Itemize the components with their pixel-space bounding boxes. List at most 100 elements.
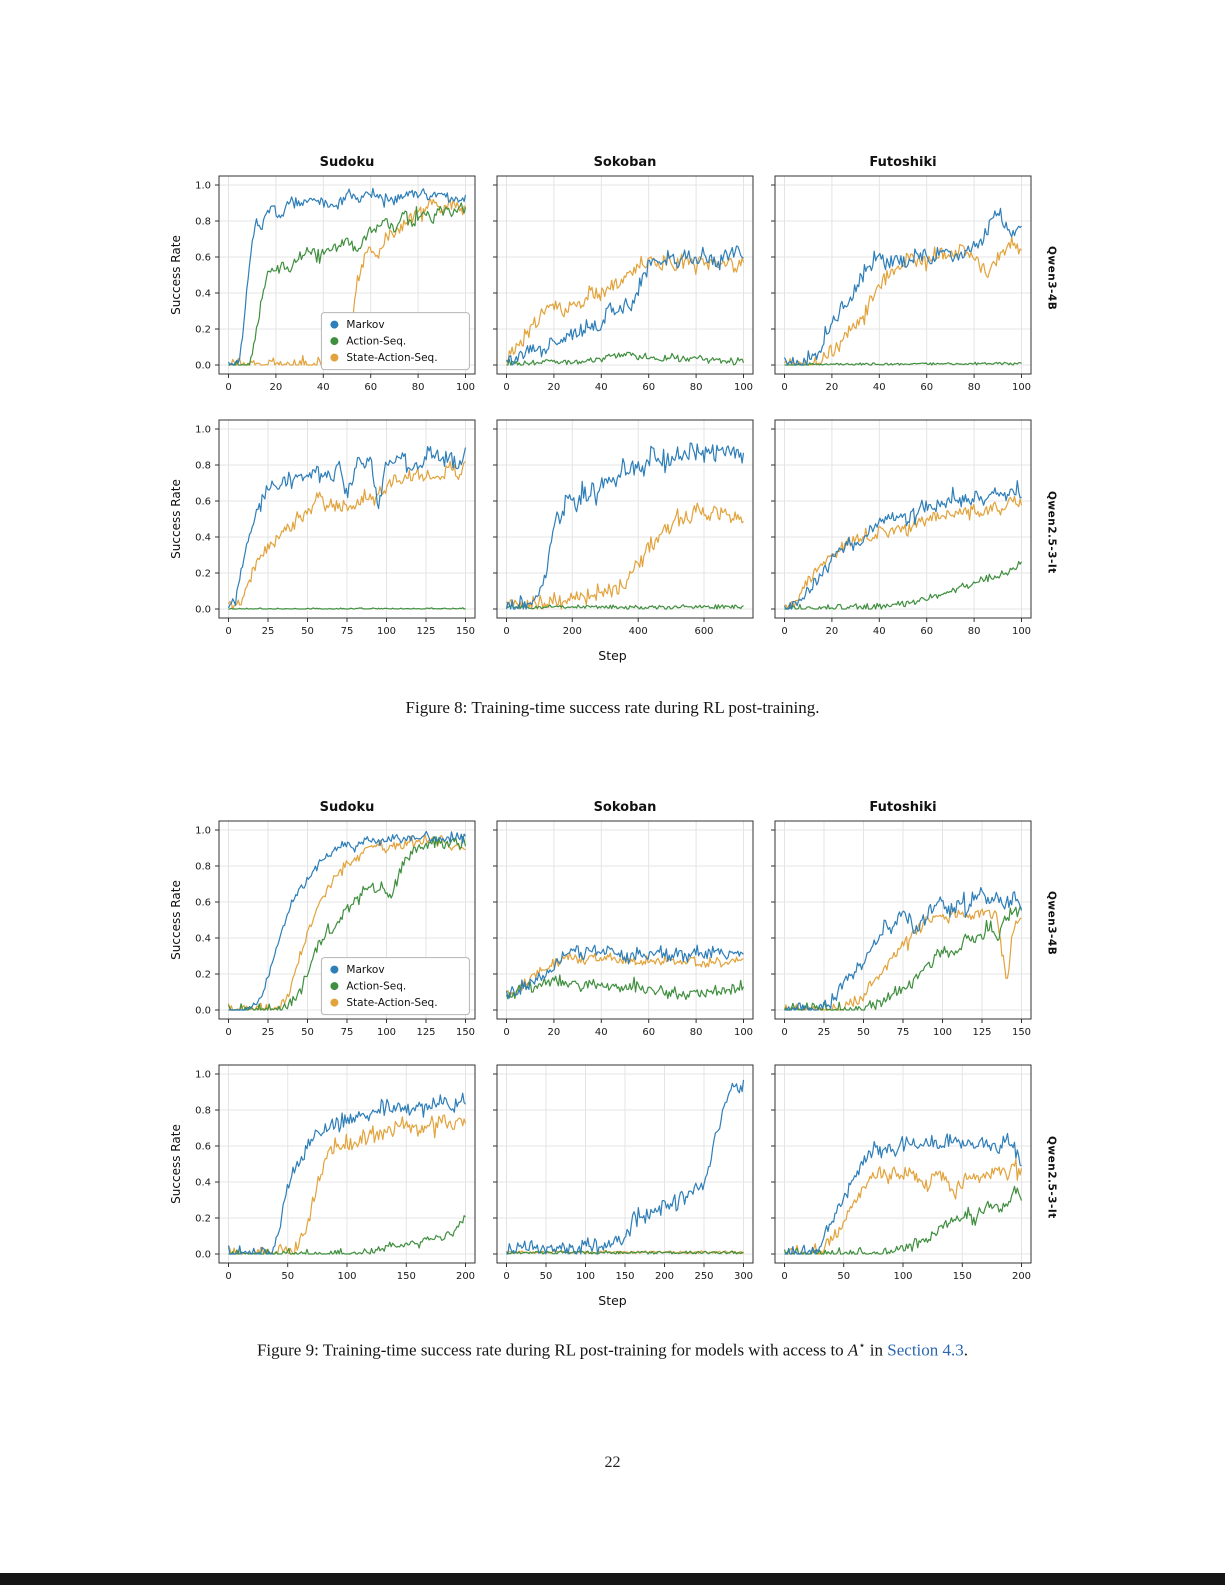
figure-9-caption-prefix: Figure 9: Training-time success rate dur… xyxy=(256,1340,848,1360)
figure-9-caption-suffix: . xyxy=(963,1340,969,1360)
plot-border xyxy=(496,175,753,375)
x-tick-label: 200 xyxy=(1011,1271,1030,1282)
legend-label-markov: Markov xyxy=(346,319,384,331)
x-tick-label: 200 xyxy=(562,626,581,637)
series-action_seq xyxy=(506,351,744,366)
x-tick-label: 40 xyxy=(594,1027,607,1038)
series-action_seq xyxy=(228,1215,466,1255)
legend-label-state_action_seq: State-Action-Seq. xyxy=(346,352,437,364)
y-tick-label: 0.2 xyxy=(195,1214,211,1225)
x-tick-label: 40 xyxy=(316,382,329,393)
figure-9-caption-mid: in xyxy=(865,1340,888,1360)
x-tick-label: 150 xyxy=(615,1271,634,1282)
x-tick-label: 0 xyxy=(781,1271,787,1282)
series-markov xyxy=(505,442,744,610)
y-tick-label: 0.4 xyxy=(195,1178,211,1189)
y-tick-label: 0.4 xyxy=(195,934,211,945)
figure-8-caption-text: Figure 8: Training-time success rate dur… xyxy=(405,698,820,717)
math-star-superscript: ⋆ xyxy=(858,1339,866,1353)
x-tick-label: 0 xyxy=(503,382,509,393)
legend-marker-state_action_seq xyxy=(329,998,338,1007)
y-tick-label: 0.0 xyxy=(195,605,211,616)
x-tick-label: 0 xyxy=(503,1027,509,1038)
series-state_action_seq xyxy=(783,908,1022,1011)
x-tick-label: 0 xyxy=(225,626,231,637)
x-tick-label: 0 xyxy=(503,1271,509,1282)
row-label-qwen3-4b: Qwen3-4B xyxy=(1045,245,1058,311)
y-tick-label: 1.0 xyxy=(195,181,211,192)
x-tick-label: 300 xyxy=(733,1271,752,1282)
x-tick-label: 60 xyxy=(642,382,655,393)
series-markov xyxy=(227,1092,466,1255)
legend-marker-action_seq xyxy=(329,337,338,346)
x-tick-label: 125 xyxy=(416,1027,435,1038)
x-tick-label: 25 xyxy=(261,1027,274,1038)
series-state_action_seq xyxy=(227,460,466,610)
series-action_seq xyxy=(228,202,466,366)
subplot-title: Sokoban xyxy=(593,800,656,815)
subplot-sokoban-qwen2-5-3-it: 0 50 100 150 200 250 300 xyxy=(492,1064,753,1282)
subplot-title: Sudoku xyxy=(319,800,374,815)
x-tick-label: 0 xyxy=(781,1027,787,1038)
figure-row: 0 25 50 75 100 125 150 0.0 0.2 0.4 0.6 0.8 1.0 Sudoku… xyxy=(163,791,1063,1055)
x-tick-label: 60 xyxy=(642,1027,655,1038)
subplot-title: Futoshiki xyxy=(869,155,936,170)
x-tick-label: 20 xyxy=(825,626,838,637)
legend: Markov Action-Seq. State-Action-Seq. xyxy=(320,957,470,1016)
x-tick-label: 40 xyxy=(872,382,885,393)
x-tick-label: 100 xyxy=(1011,382,1030,393)
legend-label-markov: Markov xyxy=(346,964,384,976)
x-tick-label: 150 xyxy=(455,626,474,637)
legend-label-state_action_seq: State-Action-Seq. xyxy=(346,997,437,1009)
x-tick-label: 250 xyxy=(694,1271,713,1282)
y-tick-label: 0.8 xyxy=(195,461,211,472)
x-tick-label: 150 xyxy=(1011,1027,1030,1038)
figure-8-x-axis-label: Step xyxy=(598,648,627,663)
math-a-symbol: A xyxy=(847,1340,859,1360)
x-tick-label: 600 xyxy=(694,626,713,637)
legend-marker-action_seq xyxy=(329,982,338,991)
y-tick-label: 0.0 xyxy=(195,1250,211,1261)
series-state_action_seq xyxy=(783,1158,1022,1255)
row-label-qwen2-5-3-it: Qwen2.5-3-It xyxy=(1045,1135,1058,1219)
x-tick-label: 100 xyxy=(932,1027,951,1038)
legend: Markov Action-Seq. State-Action-Seq. xyxy=(320,312,470,371)
x-tick-label: 60 xyxy=(920,382,933,393)
series-state_action_seq xyxy=(783,236,1022,366)
x-tick-label: 100 xyxy=(376,1027,395,1038)
series-action_seq xyxy=(505,604,744,610)
series-action_seq xyxy=(784,560,1022,610)
y-tick-label: 1.0 xyxy=(195,425,211,436)
x-tick-label: 150 xyxy=(396,1271,415,1282)
series-markov xyxy=(784,1132,1022,1255)
series-markov xyxy=(227,187,466,366)
x-tick-label: 80 xyxy=(411,382,424,393)
y-tick-label: 0.8 xyxy=(195,1106,211,1117)
subplot-futoshiki-qwen3-4b: 0 25 50 75 100 125 150 Futoshiki xyxy=(770,800,1031,1038)
x-tick-label: 100 xyxy=(733,382,752,393)
series-action_seq xyxy=(783,1185,1022,1255)
y-tick-label: 0.8 xyxy=(195,862,211,873)
subplot-title: Sokoban xyxy=(593,155,656,170)
y-tick-label: 0.8 xyxy=(195,217,211,228)
x-tick-label: 20 xyxy=(269,382,282,393)
x-tick-label: 100 xyxy=(455,382,474,393)
series-action_seq xyxy=(227,836,466,1011)
x-tick-label: 75 xyxy=(340,1027,353,1038)
series-markov xyxy=(505,944,744,999)
x-tick-label: 80 xyxy=(967,382,980,393)
y-axis-label: Success Rate xyxy=(169,479,183,559)
section-4-3-link[interactable]: Section 4.3 xyxy=(887,1340,964,1360)
y-tick-label: 0.2 xyxy=(195,325,211,336)
x-tick-label: 50 xyxy=(301,626,314,637)
plot-border xyxy=(774,175,1031,375)
legend-marker-markov xyxy=(329,965,338,974)
y-axis-label: Success Rate xyxy=(169,1124,183,1204)
y-tick-label: 0.6 xyxy=(195,497,211,508)
y-tick-label: 0.4 xyxy=(195,533,211,544)
series-action_seq xyxy=(228,607,466,610)
x-tick-label: 100 xyxy=(733,1027,752,1038)
x-tick-label: 20 xyxy=(547,1027,560,1038)
figure-9-grid: 0 25 50 75 100 125 150 0.0 0.2 0.4 0.6 0.8 1.0 Sudoku… xyxy=(163,791,1063,1299)
x-tick-label: 100 xyxy=(893,1271,912,1282)
